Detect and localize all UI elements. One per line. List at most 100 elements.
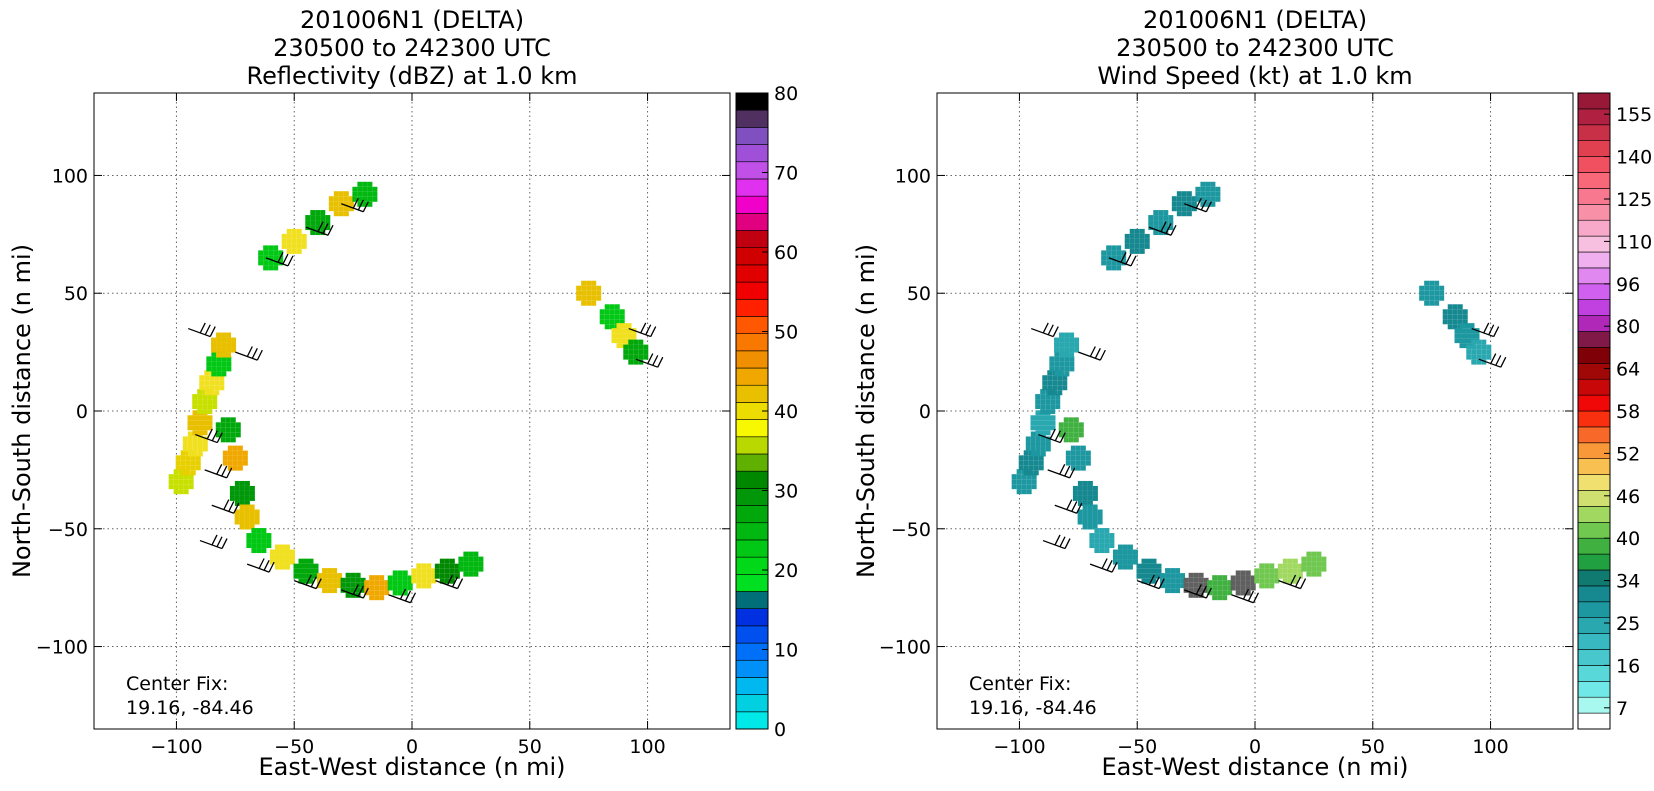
wind-field-cell [1082,504,1088,510]
wind-field-cell [1078,427,1084,433]
reflectivity-field-cell [230,422,236,428]
reflectivity-field-cell [439,573,445,579]
wind-field-cell [1481,354,1487,360]
wind-field-cell [1082,495,1088,501]
reflectivity-field-cell [281,233,287,239]
reflectivity-colorbar-segment [735,350,769,369]
reflectivity-field-cell [434,568,440,574]
reflectivity-field-cell [473,556,479,562]
wind-field-cell [1469,333,1475,339]
wind-field-cell [1269,563,1275,569]
wind-field-cell [1469,323,1475,329]
wind-barb-feather [1076,502,1083,514]
wind-field-cell [1457,314,1463,320]
reflectivity-field-cell [273,265,279,271]
wind-field-cell [1092,504,1098,510]
reflectivity-field-cell [310,220,316,226]
reflectivity-field-cell [244,509,250,515]
reflectivity-xlabel: East-West distance (n mi) [258,753,565,781]
wind-field-cell [1464,333,1470,339]
reflectivity-field-cell [626,333,632,339]
reflectivity-field-cell [239,480,245,486]
wind-field-cell [1222,590,1228,596]
reflectivity-field-cell [426,563,432,569]
reflectivity-ytick-label: 50 [64,283,88,305]
wind-field-cell [1035,436,1041,442]
reflectivity-field-cell [372,191,378,197]
wind-field-cell [1050,425,1056,431]
wind-colorbar-segment [1577,696,1611,714]
reflectivity-field-cell [229,490,235,496]
wind-field-cell [1156,563,1162,569]
wind-field-cell [1075,445,1081,451]
wind-field-cell [1230,575,1236,581]
wind-field-cell [1045,420,1051,426]
reflectivity-field-cell [187,415,193,421]
wind-field-cell [1151,563,1157,569]
reflectivity-colorbar-label: 10 [774,640,798,662]
wind-barb-staff [1031,327,1054,338]
wind-field-cell [1464,338,1470,344]
reflectivity-field-cell [581,300,587,306]
wind-field-cell [1311,571,1317,577]
reflectivity-field-cell [192,430,198,436]
wind-field-cell [1127,564,1133,570]
reflectivity-field-cell [308,568,314,574]
wind-field-cell [1419,295,1425,301]
reflectivity-colorbar-segment [735,247,769,266]
wind-colorbar-label: 64 [1616,359,1640,381]
reflectivity-field-cell [468,561,474,567]
wind-field-cell [1087,514,1093,520]
reflectivity-field-cell [256,533,262,539]
wind-field-cell [1073,427,1079,433]
wind-field-cell [1097,514,1103,520]
reflectivity-field-cell [345,587,351,593]
reflectivity-field-cell [249,509,255,515]
reflectivity-field-cell [291,228,297,234]
reflectivity-field-cell [190,470,196,476]
reflectivity-barb-feather [404,590,412,602]
reflectivity-field-cell [249,485,255,491]
reflectivity-field-cell [192,404,198,410]
wind-field-cell [1122,564,1128,570]
reflectivity-field-cell [207,420,213,426]
wind-field-cell [1171,206,1177,212]
wind-speed-field [1011,181,1492,601]
wind-field-cell [1122,549,1128,555]
wind-ytick-label: 50 [907,283,931,305]
reflectivity-field-cell [315,220,321,226]
wind-field-cell [1085,455,1091,461]
wind-field-cell [1094,543,1100,549]
wind-colorbar-segment [1577,490,1611,507]
wind-colorbar-label: 34 [1616,571,1640,593]
reflectivity-field-cell [301,238,307,244]
wind-field-cell [1111,255,1117,261]
reflectivity-field-cell [332,568,338,574]
reflectivity-field-cell [216,352,222,358]
wind-ytick-label: 100 [895,165,931,187]
reflectivity-field-cell [643,344,649,350]
wind-field-cell [1087,504,1093,510]
wind-barb-feather [1106,560,1113,571]
reflectivity-field-cell [226,356,232,362]
wind-field-cell [1092,514,1098,520]
wind-ytick-label: −50 [891,519,931,541]
reflectivity-field-cell [303,578,309,584]
reflectivity-field-cell [222,460,228,466]
reflectivity-barb-feather [228,501,235,512]
wind-field-cell [1191,201,1197,207]
wind-field-cell [1077,495,1083,501]
reflectivity-field-cell [226,352,232,358]
wind-field-cell [1297,568,1303,574]
wind-field-cell [1082,519,1088,525]
wind-field-cell [1087,519,1093,525]
wind-field-cell [1049,366,1055,372]
reflectivity-field-cell [244,495,250,501]
wind-field-cell [1203,582,1209,588]
wind-barb-feather [1059,536,1066,548]
wind-field-cell [1141,563,1147,569]
wind-field-cell [1109,538,1115,544]
wind-field-cell [1200,191,1206,197]
reflectivity-field-cell [581,280,587,286]
wind-field-cell [1055,404,1061,410]
